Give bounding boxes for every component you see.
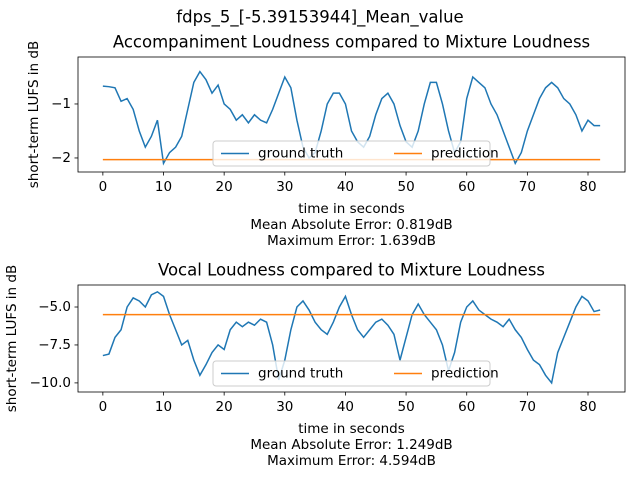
annotation: Maximum Error: 1.639dB xyxy=(267,233,436,249)
annotation: Maximum Error: 4.594dB xyxy=(267,453,436,469)
x-tick-label: 0 xyxy=(99,179,108,195)
x-tick-label: 0 xyxy=(99,399,108,415)
x-tick-label: 60 xyxy=(458,179,475,195)
x-tick-label: 30 xyxy=(276,399,293,415)
y-tick-label: −10.0 xyxy=(30,375,71,391)
axes-frame xyxy=(77,56,626,173)
y-axis-label: short-term LUFS in dB xyxy=(4,265,20,412)
x-tick-label: 30 xyxy=(276,179,293,195)
annotation: Mean Absolute Error: 0.819dB xyxy=(250,217,452,233)
legend-label: prediction xyxy=(431,146,499,162)
x-tick-label: 50 xyxy=(397,179,414,195)
annotation: Mean Absolute Error: 1.249dB xyxy=(250,437,452,453)
legend-box xyxy=(212,140,491,167)
x-tick-label: 70 xyxy=(519,399,536,415)
legend-label: ground truth xyxy=(258,366,343,382)
x-tick-label: 80 xyxy=(579,399,596,415)
x-tick-label: 10 xyxy=(155,399,172,415)
x-tick-label: 70 xyxy=(519,179,536,195)
x-axis-label: time in seconds xyxy=(298,201,405,217)
legend-label: prediction xyxy=(431,366,499,382)
x-tick-label: 80 xyxy=(579,179,596,195)
chart-title: Vocal Loudness compared to Mixture Loudn… xyxy=(158,261,545,280)
y-tick-label: −2 xyxy=(51,150,71,166)
y-tick-label: −1 xyxy=(51,96,71,112)
x-tick-label: 40 xyxy=(337,399,354,415)
x-tick-label: 60 xyxy=(458,399,475,415)
x-tick-label: 20 xyxy=(216,399,233,415)
x-tick-label: 40 xyxy=(337,179,354,195)
x-tick-label: 50 xyxy=(397,399,414,415)
legend-label: ground truth xyxy=(258,146,343,162)
chart-title: Accompaniment Loudness compared to Mixtu… xyxy=(113,33,590,52)
axes-frame xyxy=(77,284,626,393)
x-axis-label: time in seconds xyxy=(298,421,405,437)
y-axis-label: short-term LUFS in dB xyxy=(26,41,42,188)
y-tick-label: −7.5 xyxy=(38,337,71,353)
figure-title: fdps_5_[-5.39153944]_Mean_value xyxy=(176,8,463,28)
x-tick-label: 20 xyxy=(216,179,233,195)
legend-box xyxy=(212,360,491,387)
y-tick-label: −5.0 xyxy=(38,299,71,315)
x-tick-label: 10 xyxy=(155,179,172,195)
